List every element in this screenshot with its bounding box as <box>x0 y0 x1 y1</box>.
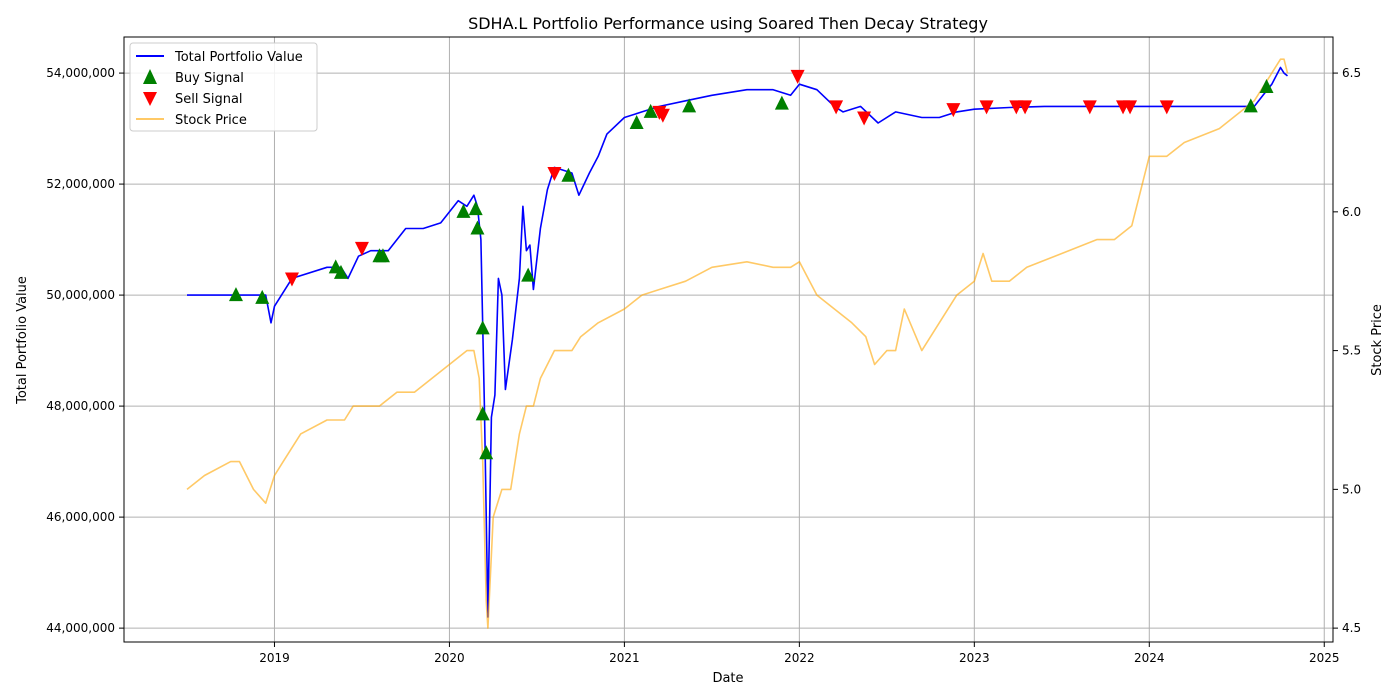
x-axis-ticks: 2019 2020 2021 2022 2023 2024 2025 <box>259 642 1340 665</box>
sell-signal-marker <box>979 100 994 115</box>
sell-signal-marker <box>1082 100 1097 115</box>
plot-frame <box>123 36 1334 643</box>
buy-signal-marker <box>468 201 483 216</box>
sell-signal-marker <box>655 108 670 123</box>
y-tick-label: 48,000,000 <box>46 399 115 413</box>
sell-signal-marker <box>1123 100 1138 115</box>
legend-buy-triangle-icon <box>143 69 157 84</box>
y-tick-label: 44,000,000 <box>46 621 115 635</box>
y-tick-label: 54,000,000 <box>46 66 115 80</box>
buy-signal-marker <box>561 167 576 182</box>
x-tick-label: 2019 <box>259 651 290 665</box>
sell-signal-marker <box>829 100 844 115</box>
x-tick-label: 2022 <box>784 651 815 665</box>
buy-signal-marker <box>475 406 490 421</box>
legend-buy-label: Buy Signal <box>175 71 244 86</box>
buy-signal-marker <box>228 287 243 302</box>
stock-price-line <box>186 58 1289 629</box>
buy-signal-marker <box>774 95 789 110</box>
sell-signal-marker <box>1018 100 1033 115</box>
y2-axis-ticks: 4.5 5.0 5.5 6.0 6.5 <box>1333 66 1361 635</box>
y-tick-label: 52,000,000 <box>46 177 115 191</box>
x-tick-label: 2025 <box>1309 651 1340 665</box>
sell-signal-marker <box>284 272 299 287</box>
y2-tick-label: 4.5 <box>1342 621 1361 635</box>
x-tick-label: 2023 <box>959 651 990 665</box>
buy-signal-marker <box>475 320 490 335</box>
y-axis-ticks: 44,000,000 46,000,000 48,000,000 50,000,000… <box>46 66 124 635</box>
plot-data <box>186 58 1289 629</box>
sell-signal-marker <box>857 111 872 126</box>
buy-signal-marker <box>456 203 471 218</box>
legend-portfolio-label: Total Portfolio Value <box>174 50 303 65</box>
sell-signal-marker <box>354 241 369 256</box>
y2-axis-label: Stock Price <box>1370 304 1385 376</box>
sell-signal-marker <box>790 69 805 84</box>
y-tick-label: 50,000,000 <box>46 288 115 302</box>
legend-sell-label: Sell Signal <box>175 92 243 107</box>
buy-signal-marker <box>470 220 485 235</box>
portfolio-value-line <box>187 66 1288 618</box>
buy-signal-marker <box>1259 78 1274 93</box>
buy-signal-marker <box>479 445 494 460</box>
legend-box <box>129 42 318 132</box>
y2-tick-label: 6.5 <box>1342 66 1361 80</box>
buy-signal-marker <box>629 115 644 130</box>
y2-tick-label: 6.0 <box>1342 205 1361 219</box>
y2-tick-label: 5.5 <box>1342 344 1361 358</box>
chart-title: SDHA.L Portfolio Performance using Soare… <box>468 14 988 33</box>
x-tick-label: 2024 <box>1134 651 1165 665</box>
buy-signal-marker <box>521 267 536 282</box>
buy-signal-marker <box>643 103 658 118</box>
y-axis-label: Total Portfolio Value <box>15 276 30 405</box>
x-tick-label: 2021 <box>609 651 640 665</box>
legend-stock-label: Stock Price <box>175 113 247 128</box>
buy-signal-marker <box>255 289 270 304</box>
buy-signal-marker <box>333 264 348 279</box>
buy-signal-marker <box>375 248 390 263</box>
x-axis-label: Date <box>712 671 743 686</box>
y2-tick-label: 5.0 <box>1342 482 1361 496</box>
buy-signal-marker <box>1243 98 1258 113</box>
sell-signal-marker <box>1159 100 1174 115</box>
x-tick-label: 2020 <box>434 651 465 665</box>
legend: Total Portfolio Value Buy Signal Sell Si… <box>129 42 318 132</box>
buy-signal-marker <box>682 98 697 113</box>
y-tick-label: 46,000,000 <box>46 510 115 524</box>
legend-sell-triangle-icon <box>143 92 157 106</box>
grid-lines <box>124 37 1333 642</box>
sell-signal-marker <box>547 166 562 181</box>
sell-signal-marker <box>946 103 961 118</box>
